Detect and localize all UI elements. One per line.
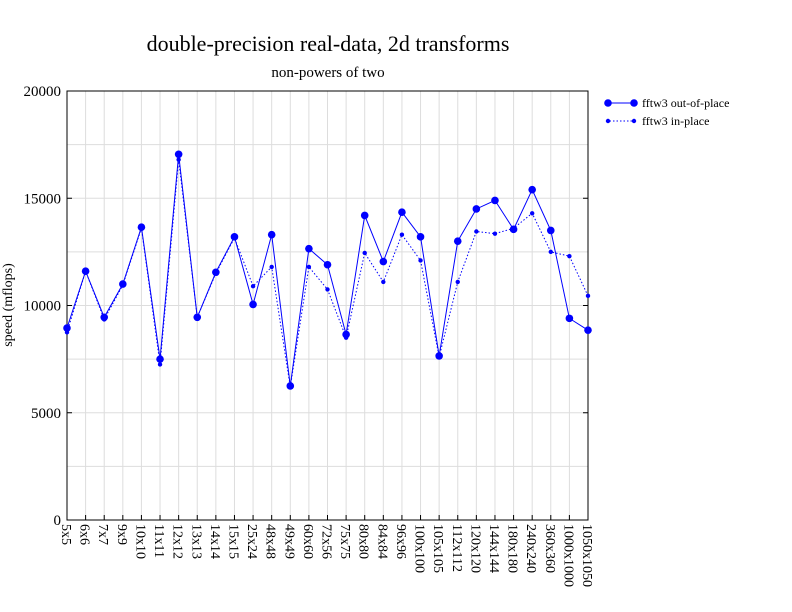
data-point [267,230,276,239]
x-tick-label: 180x180 [505,524,520,573]
x-tick-label: 14x14 [207,524,222,559]
data-point [83,268,88,274]
legend-marker [605,118,611,124]
x-tick-label: 84x84 [374,524,389,559]
data-point [511,226,516,231]
x-tick-label: 360x360 [542,524,557,573]
legend-marker [604,99,612,107]
y-tick-label: 20000 [24,84,62,100]
y-axis-label: speed (mflops) [1,263,16,347]
x-tick-label: 7x7 [95,524,110,545]
data-point [418,258,423,263]
data-point [195,315,200,320]
data-point [436,354,442,360]
data-point [288,384,293,390]
data-point [474,229,479,234]
data-point [249,300,257,309]
x-tick-label: 25x24 [244,524,259,559]
data-point [548,249,553,255]
data-point [585,293,591,299]
y-tick-label: 5000 [31,406,61,422]
data-point [546,226,555,235]
legend-marker [631,118,637,124]
data-point [305,244,313,253]
data-point [269,264,274,270]
x-tick-label: 1000x1000 [560,524,575,587]
series-layer [63,150,592,390]
x-tick-label: 49x49 [281,524,296,559]
series-2 [64,157,591,390]
data-point [565,314,574,323]
x-tick-label: 100x100 [412,524,427,573]
grid [66,90,589,521]
data-point [381,279,386,285]
data-point [529,211,535,216]
x-tick-label: 1050x1050 [579,524,594,587]
data-point [379,257,388,266]
y-tick-label: 10000 [24,299,62,315]
legend-marker [630,99,638,107]
x-tick-label: 9x9 [114,524,129,545]
data-point [157,362,163,367]
chart-title: double-precision real-data, 2d transform… [147,31,510,56]
data-point [174,150,183,159]
data-point [453,237,462,245]
y-tick-label: 0 [54,513,62,529]
data-point [139,226,144,231]
x-tick-label: 80x80 [356,524,371,559]
x-tick-label: 105x105 [430,524,445,573]
data-point [455,279,460,285]
data-point [491,196,499,205]
legend-label: fftw3 in-place [642,114,709,128]
data-point [250,283,256,289]
x-tick-label: 96x96 [393,524,408,559]
x-tick-label: 12x12 [170,524,185,559]
data-point [306,264,312,270]
x-tick-label: 112x112 [449,524,464,572]
data-point [416,233,425,241]
x-tick-label: 60x60 [300,524,315,559]
data-point [64,330,70,335]
data-point [213,271,219,276]
x-tick-label: 6x6 [77,524,92,545]
data-point [323,260,332,269]
legend-label: fftw3 out-of-place [642,96,729,110]
data-point [360,211,369,220]
x-tick-label: 48x48 [263,524,278,559]
data-point [120,282,126,288]
data-point [362,250,367,256]
y-axis: 0 5000 10000 15000 20000 [24,84,588,529]
data-point [398,208,406,216]
x-tick-label: 75x75 [337,524,352,559]
data-point [492,231,498,236]
data-point [232,235,237,241]
x-tick-label: 13x13 [188,524,203,559]
data-point [399,232,405,237]
data-point [472,205,481,213]
x-axis: 5x5 6x6 7x7 9x9 10x10 11x11 12x12 13x13 14x14 15x… [58,515,594,587]
x-tick-label: 240x240 [523,524,538,573]
data-point [325,287,330,292]
x-tick-label: 5x5 [58,524,73,545]
x-tick-label: 120x120 [467,524,482,573]
y-tick-label: 15000 [24,191,62,207]
x-tick-label: 144x144 [486,524,501,573]
data-point [102,317,107,322]
data-point [567,253,572,259]
x-tick-label: 10x10 [132,524,147,559]
legend: fftw3 out-of-place fftw3 in-place [604,96,729,128]
x-tick-label: 15x15 [225,524,240,559]
data-point [584,326,592,334]
data-point [63,324,71,332]
data-point [176,157,181,162]
data-point [343,335,349,340]
x-tick-label: 72x56 [319,524,334,559]
chart-subtitle: non-powers of two [271,65,384,81]
data-point [528,185,536,194]
x-tick-label: 11x11 [151,524,166,558]
